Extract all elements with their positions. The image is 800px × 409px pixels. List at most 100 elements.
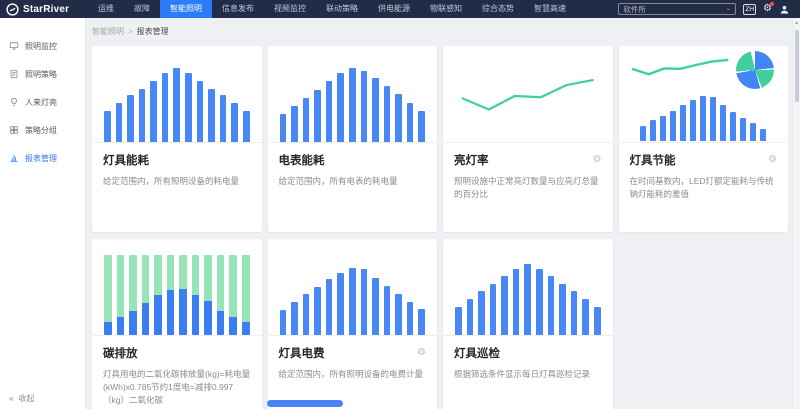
- bar: [104, 111, 111, 142]
- sidebar-item-5[interactable]: 报表管理: [0, 144, 85, 172]
- top-nav-item-7[interactable]: 供电能源: [378, 4, 410, 13]
- card-body: 灯具能耗 给定范围内，所有照明设备的耗电量: [92, 143, 262, 197]
- bar: [372, 278, 379, 335]
- report-card-5[interactable]: 碳排放 灯具用电的二氧化碳排放量(kg)=耗电量(kWh)x0.785节约1度电=…: [92, 239, 262, 409]
- bar-chart: [443, 239, 613, 336]
- bar: [325, 279, 333, 335]
- bar: [348, 268, 356, 335]
- sidebar-item-4[interactable]: 策略分组: [0, 116, 85, 144]
- top-nav-item-8[interactable]: 物联感知: [430, 4, 462, 13]
- top-nav-item-2[interactable]: 故障: [134, 4, 150, 13]
- bar: [314, 287, 321, 335]
- bar: [501, 276, 508, 335]
- scrollbar-up-arrow-icon[interactable]: ▲: [794, 20, 799, 26]
- bar: [127, 95, 134, 142]
- vertical-scrollbar-thumb[interactable]: [795, 30, 799, 102]
- settings-gear-icon[interactable]: ⚙: [763, 2, 774, 14]
- sidebar-item-label: 报表管理: [25, 153, 57, 163]
- card-title: 灯具巡检: [454, 348, 500, 360]
- bar: [406, 103, 414, 142]
- workspace-select[interactable]: 软件所 ⌄: [618, 3, 737, 15]
- card-title: 灯具节能: [629, 155, 676, 167]
- bar: [219, 95, 227, 142]
- card-settings-gear-icon[interactable]: ⚙: [768, 154, 777, 165]
- topbar-right: 软件所 ⌄ ZH ⚙: [618, 2, 800, 15]
- stacked-bar: [179, 255, 187, 335]
- sidebar: 照明监控照明策略人来灯亮策略分组报表管理 « 收起: [0, 18, 86, 409]
- bar: [418, 309, 426, 335]
- bar: [680, 105, 687, 141]
- bar: [383, 86, 391, 142]
- sidebar-item-label: 照明策略: [25, 69, 57, 79]
- bar: [720, 105, 727, 141]
- breadcrumb-current: 报表管理: [136, 27, 169, 36]
- stacked-bar: [116, 255, 125, 335]
- card-title-row: 灯具能耗: [103, 152, 251, 168]
- card-settings-gear-icon[interactable]: ⚙: [417, 347, 426, 358]
- sidebar-collapse-button[interactable]: « 收起: [9, 393, 34, 404]
- top-nav-item-3[interactable]: 智能照明: [160, 0, 212, 18]
- breadcrumb-parent[interactable]: 智能照明: [92, 27, 124, 36]
- sidebar-item-label: 人来灯亮: [25, 97, 57, 107]
- top-nav-item-5[interactable]: 视频监控: [274, 4, 306, 13]
- horizontal-scrollbar-thumb[interactable]: [267, 400, 343, 407]
- bar-chart: [267, 239, 437, 336]
- language-badge[interactable]: ZH: [743, 3, 757, 15]
- card-body: 灯具巡检 根据筛选条件显示每日灯具巡检记录: [443, 336, 613, 390]
- top-nav-item-1[interactable]: 运维: [98, 4, 114, 13]
- grid-icon: [9, 125, 19, 135]
- bar: [302, 294, 310, 335]
- bar: [406, 302, 414, 335]
- pie-chart: [736, 51, 774, 89]
- bar: [337, 73, 344, 142]
- report-card-2[interactable]: 电表能耗 给定范围内，所有电表的耗电量: [267, 46, 438, 232]
- card-title-row: 灯具电费 ⚙: [279, 345, 427, 361]
- bar: [750, 123, 757, 141]
- sidebar-item-2[interactable]: 照明策略: [0, 60, 85, 88]
- card-body: 电表能耗 给定范围内，所有电表的耗电量: [268, 143, 438, 197]
- bar-chart: [267, 46, 437, 143]
- bar: [466, 299, 474, 335]
- card-settings-gear-icon[interactable]: ⚙: [592, 154, 602, 165]
- bar: [291, 302, 298, 335]
- bar: [314, 90, 321, 142]
- card-title: 灯具能耗: [103, 155, 149, 167]
- vertical-scrollbar[interactable]: ▲: [792, 18, 800, 409]
- bar: [760, 129, 767, 141]
- topbar: StarRiver 运维 故障 智能照明 信息发布 视频监控 联动策略 供电能源 物联感知 综合…: [0, 0, 800, 18]
- user-icon[interactable]: [779, 4, 790, 15]
- bar: [161, 73, 169, 142]
- stacked-bar-bottom-segment: [179, 289, 187, 335]
- report-card-3[interactable]: 亮灯率 ⚙ 照明设施中正常亮灯数量与应亮灯总量的百分比: [443, 46, 613, 232]
- top-nav-item-4[interactable]: 信息发布: [222, 4, 254, 13]
- stacked-bar: [166, 255, 175, 335]
- report-card-7[interactable]: 灯具巡检 根据筛选条件显示每日灯具巡检记录: [443, 239, 613, 409]
- stacked-bar: [103, 255, 112, 335]
- top-nav-item-10[interactable]: 智慧高速: [534, 4, 566, 13]
- bar: [582, 299, 589, 335]
- bar: [710, 97, 717, 141]
- report-card-1[interactable]: 灯具能耗 给定范围内，所有照明设备的耗电量: [92, 46, 262, 232]
- top-nav-item-6[interactable]: 联动策略: [326, 4, 358, 13]
- stacked-bar-bottom-segment: [216, 311, 225, 335]
- bar: [559, 284, 566, 335]
- bulb-icon: [9, 97, 19, 107]
- report-card-6[interactable]: 灯具电费 ⚙ 给定范围内，所有照明设备的电费计量: [267, 239, 437, 409]
- brand[interactable]: StarRiver: [6, 2, 78, 16]
- top-nav-item-9[interactable]: 综合态势: [482, 4, 514, 13]
- bar: [138, 89, 146, 142]
- line-chart: [631, 54, 729, 92]
- stacked-bar: [229, 255, 237, 335]
- stacked-bar: [216, 255, 225, 335]
- report-card-4[interactable]: 灯具节能 ⚙ 在时间基数内，LED灯额定能耗与传统钠灯能耗的差值: [618, 46, 788, 232]
- bar: [650, 120, 657, 141]
- card-description: 照明设施中正常亮灯数量与应亮灯总量的百分比: [454, 176, 599, 200]
- card-description: 给定范围内，所有电表的耗电量: [278, 176, 398, 186]
- bar: [489, 284, 497, 335]
- bar: [690, 100, 697, 141]
- bar: [337, 273, 344, 335]
- sidebar-item-1[interactable]: 照明监控: [0, 32, 85, 60]
- bar: [660, 116, 667, 141]
- sidebar-item-3[interactable]: 人来灯亮: [0, 88, 85, 116]
- stacked-bar: [129, 255, 137, 335]
